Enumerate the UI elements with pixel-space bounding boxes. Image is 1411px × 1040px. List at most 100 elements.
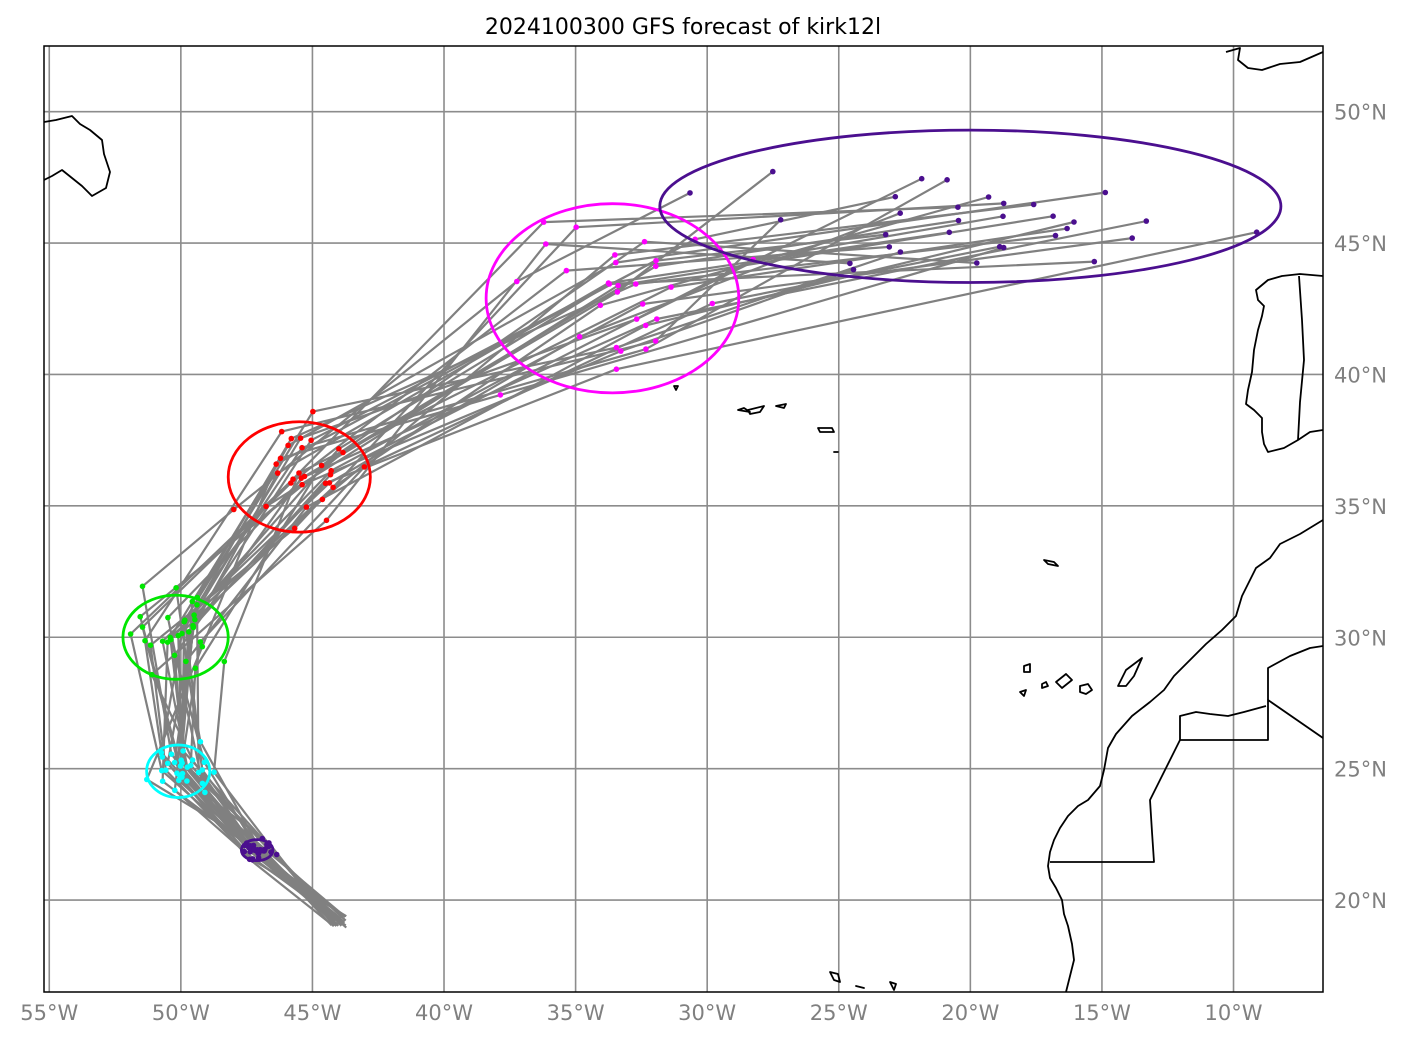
forecast-position-dot [139,583,146,590]
forecast-position-dot [1052,232,1059,239]
ensemble-track-line [173,220,1147,923]
forecast-position-dot [641,238,648,245]
forecast-position-dot [319,496,326,503]
forecast-position-dot [299,444,305,451]
forecast-position-dot [263,503,269,510]
forecast-position-dot [202,789,208,796]
longitude-tick-label: 20°W [941,1001,999,1025]
forecast-position-dot [189,598,196,605]
forecast-position-dot [165,614,171,621]
forecast-position-dot [274,470,281,476]
forecast-position-dot [288,435,295,442]
forecast-position-dot [892,193,899,200]
forecast-position-dot [180,748,186,754]
forecast-position-dot [639,301,646,307]
forecast-position-dot [197,738,204,745]
forecast-position-dot [668,284,674,290]
forecast-position-dot [142,637,148,644]
forecast-position-dot [918,175,925,182]
forecast-position-dot [361,464,368,470]
uncertainty-ellipse [658,128,1283,284]
forecast-position-dot [613,366,620,373]
uncertainty-ellipse [226,420,372,534]
forecast-position-dot [288,480,294,486]
forecast-position-dot [127,631,134,637]
forecast-position-dot [318,462,325,469]
forecast-position-dot [633,281,639,287]
forecast-position-dot [197,639,204,645]
forecast-position-dot [882,231,889,238]
forecast-position-dot [147,642,154,648]
forecast-position-dot [182,617,188,623]
forecast-position-dot [543,241,549,247]
uncertainty-ellipse [484,202,741,395]
forecast-position-dot [171,652,178,659]
uncertainty-ellipse [239,838,275,863]
forecast-position-dot [613,344,620,351]
forecast-position-dot [777,217,784,223]
latitude-tick-label: 45°N [1334,232,1387,256]
longitude-labels: 55°W 50°W 45°W 40°W 35°W 30°W 25°W 20°W 15°W 10°W [20,1001,1262,1025]
forecast-position-dot [192,665,199,671]
forecast-position-dot [171,759,178,766]
forecast-position-dot [273,461,280,467]
ensemble-track-line [160,191,1106,927]
forecast-position-dot [211,769,217,775]
forecast-position-dot [1071,219,1077,225]
forecast-position-dot [497,392,504,398]
forecast-position-dot [251,846,257,852]
forecast-position-dot [231,506,237,513]
forecast-position-dot [186,629,192,635]
forecast-position-dot [974,260,980,266]
forecast-position-dot [985,194,992,200]
forecast-position-dot [1000,200,1007,207]
ensemble-track-line [180,231,1257,917]
longitude-tick-label: 10°W [1205,1001,1263,1025]
forecast-position-dot [297,435,304,442]
forecast-position-dot [709,300,716,307]
forecast-position-dot [175,632,182,639]
longitude-tick-label: 40°W [415,1001,473,1025]
forecast-position-dot [189,757,196,763]
ensemble-track-line [179,215,1054,916]
ensemble-track-line [177,203,1034,923]
forecast-position-dot [177,772,183,779]
forecast-position-dot [643,346,649,352]
forecast-position-dot [1143,218,1150,224]
forecast-position-dot [285,442,291,449]
uncertainty-ellipse [121,593,230,681]
forecast-position-dot [618,348,624,354]
forecast-position-dot [886,244,893,250]
forecast-position-dot [955,217,962,224]
coastlines [44,47,1323,992]
forecast-position-dot [1102,189,1109,196]
latitude-labels: 20°N 25°N 30°N 35°N 40°N 45°N 50°N [1334,101,1387,913]
forecast-position-dot [613,259,619,266]
forecast-position-dot [139,624,146,630]
forecast-position-dot [955,204,961,210]
forecast-position-dot [137,613,143,620]
ensemble-track-line [173,233,886,921]
longitude-tick-label: 45°W [283,1001,341,1025]
longitude-tick-label: 15°W [1073,1001,1131,1025]
forecast-position-dot [330,484,336,491]
forecast-position-dot [259,847,265,853]
forecast-position-dot [576,333,583,340]
latitude-tick-label: 30°N [1334,626,1387,650]
forecast-position-dot [188,762,194,769]
ensemble-tracks [129,170,1257,929]
forecast-position-dot [597,302,604,309]
forecast-position-dot [277,455,284,462]
forecast-position-dot [897,210,903,216]
forecast-position-dot [653,263,659,270]
forecast-position-dot [1091,258,1098,265]
forecast-position-dot [163,767,169,773]
forecast-position-dot [184,778,190,784]
forecast-position-dot [303,504,310,510]
latitude-tick-label: 50°N [1334,101,1387,125]
longitude-tick-label: 35°W [547,1001,605,1025]
forecast-position-dot [323,517,330,524]
forecast-position-dot [194,602,200,608]
latitude-tick-label: 20°N [1334,889,1387,913]
